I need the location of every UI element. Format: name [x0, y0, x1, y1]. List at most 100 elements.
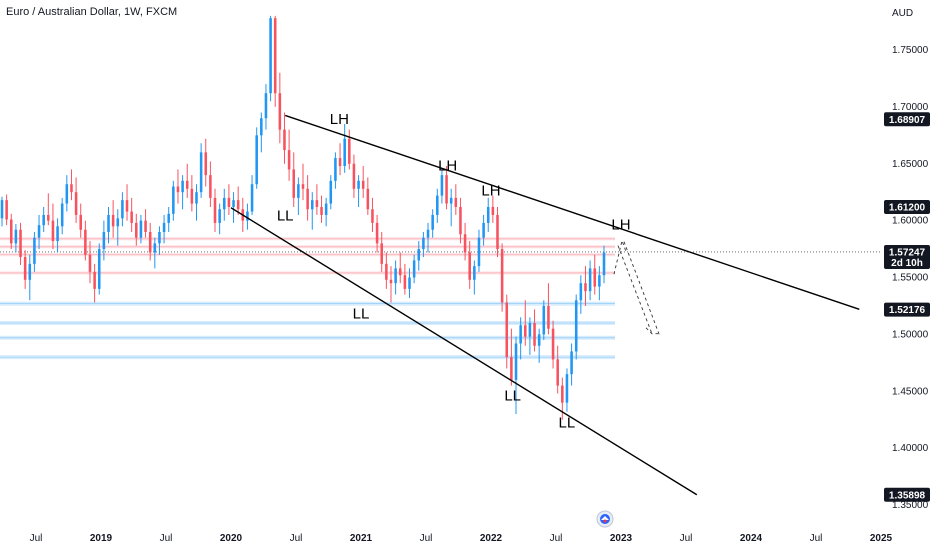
annotation-lh-1: LH	[438, 158, 457, 175]
support-zone-2	[0, 335, 615, 340]
candle-body-93	[431, 214, 434, 230]
y-tick-label-8: 1.35000	[892, 500, 929, 511]
candle-body-48	[223, 197, 226, 210]
candle-body-29	[135, 222, 138, 238]
candle-body-30	[139, 220, 143, 238]
candle-body-74	[343, 138, 346, 167]
candle-body-63	[292, 169, 296, 198]
candles	[0, 15, 606, 420]
price-badge-label-3: 1.52176	[889, 305, 926, 316]
x-tick-label-5: 2021	[350, 533, 373, 544]
candle-body-105	[486, 206, 490, 223]
candle-body-100	[463, 234, 467, 253]
candle-body-66	[306, 188, 309, 210]
candle-body-43	[199, 152, 203, 193]
candle-body-32	[148, 232, 152, 253]
candle-body-46	[213, 197, 217, 223]
price-badge-label-2: 1.57247	[889, 247, 926, 258]
candle-body-87	[403, 275, 407, 289]
candle-body-102	[473, 266, 476, 280]
candle-body-57	[264, 93, 268, 119]
candle-body-92	[426, 229, 430, 238]
candle-body-58	[269, 18, 272, 94]
candle-body-120	[556, 359, 559, 386]
x-tick-label-12: Jul	[810, 533, 823, 544]
candle-body-121	[561, 385, 564, 403]
candle-body-116	[537, 334, 541, 346]
x-tick-label-4: Jul	[290, 533, 303, 544]
candle-body-20	[93, 271, 96, 289]
candle-body-65	[301, 184, 305, 189]
candle-body-81	[375, 222, 379, 244]
candle-body-119	[551, 328, 555, 360]
candle-body-19	[88, 254, 92, 272]
candle-body-101	[468, 252, 471, 280]
candle-body-31	[144, 220, 147, 232]
annotation-lh-0: LH	[330, 111, 349, 128]
resistance-zone-1	[0, 245, 615, 249]
candle-body-107	[496, 214, 499, 250]
support-zone-0	[0, 301, 615, 306]
annotation-ll-6: LL	[504, 387, 521, 404]
y-tick-label-7: 1.40000	[892, 443, 929, 454]
x-tick-label-11: 2024	[740, 533, 763, 544]
candle-body-77	[357, 180, 360, 189]
candle-body-69	[320, 206, 323, 215]
candle-body-8	[37, 225, 41, 238]
annotation-lh-2: LH	[481, 183, 500, 200]
candle-body-111	[514, 343, 518, 380]
candle-body-49	[227, 197, 231, 207]
tradingview-logo-icon[interactable]	[596, 510, 614, 528]
candle-body-82	[380, 243, 383, 264]
projection-path-1	[617, 245, 653, 334]
candle-body-61	[283, 129, 286, 151]
candle-body-13	[60, 203, 64, 227]
candle-body-10	[47, 214, 50, 221]
projection-arrow-bottom	[645, 327, 659, 335]
candle-body-117	[542, 305, 546, 335]
price-badge-sublabel-2: 2d 10h	[891, 258, 923, 269]
candle-body-97	[449, 197, 453, 204]
candle-body-38	[176, 186, 180, 193]
candle-body-4	[19, 229, 22, 258]
y-tick-label-1: 1.70000	[892, 102, 929, 113]
candle-body-83	[385, 263, 388, 280]
candle-body-75	[348, 138, 351, 164]
x-tick-label-7: 2022	[480, 533, 503, 544]
price-badge-label-1: 1.61200	[889, 202, 926, 213]
trendline-lower	[230, 207, 698, 496]
candle-body-129	[598, 275, 601, 287]
support-zone-1	[0, 321, 615, 325]
price-axis[interactable]: AUD 1.75000 1.70000 1.65000 1.60000 1.55000 1.…	[892, 8, 929, 511]
candle-body-35	[162, 222, 166, 232]
candle-body-36	[167, 213, 170, 223]
price-badge-1	[884, 199, 930, 214]
x-tick-label-13: 2025	[870, 533, 893, 544]
trendline-upper	[284, 114, 860, 311]
price-badge-3	[884, 302, 930, 317]
time-axis[interactable]: Jul 2019 Jul 2020 Jul 2021 Jul 2022 Jul 2023 Jul 20…	[30, 533, 893, 544]
candle-body-127	[588, 268, 592, 292]
candle-body-24	[111, 214, 115, 227]
candle-body-95	[440, 175, 444, 196]
candle-body-47	[218, 209, 221, 223]
candle-body-39	[181, 180, 184, 193]
candle-body-45	[209, 175, 212, 198]
candle-body-123	[570, 351, 573, 375]
candle-body-70	[324, 203, 328, 215]
candle-body-68	[315, 200, 319, 207]
candle-body-130	[602, 252, 606, 276]
candle-body-94	[436, 195, 439, 215]
candle-body-53	[246, 211, 249, 221]
x-tick-label-6: Jul	[420, 533, 433, 544]
candle-body-76	[352, 163, 356, 189]
candle-body-1	[5, 200, 8, 220]
price-badge-label-0: 1.68907	[889, 115, 926, 126]
candle-body-109	[505, 302, 509, 358]
annotation-ll-7: LL	[558, 415, 575, 432]
candle-body-2	[9, 219, 13, 244]
candle-body-62	[287, 150, 291, 170]
resistance-zone-0	[0, 237, 615, 241]
candle-body-128	[593, 268, 597, 287]
